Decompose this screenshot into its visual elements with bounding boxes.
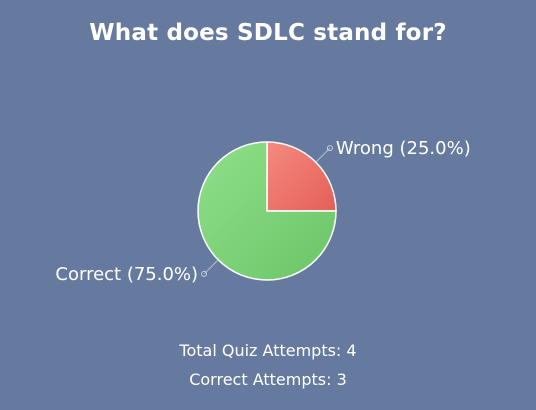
pie-slice-correct <box>197 141 337 281</box>
pie-connector-dot-wrong <box>326 145 333 152</box>
pie-connector-dot-correct <box>201 270 208 277</box>
pie-connector-correct <box>203 259 219 275</box>
correct-attempts-text: Correct Attempts: 3 <box>189 370 347 389</box>
pie-slices <box>197 141 337 281</box>
pie-labels: Wrong (25.0%) Correct (75.0%) <box>55 138 470 285</box>
pie-label-wrong: Wrong (25.0%) <box>336 138 471 159</box>
pie-connector-wrong <box>315 147 331 163</box>
pie-label-correct: Correct (75.0%) <box>55 264 198 285</box>
page-title: What does SDLC stand for? <box>89 20 447 46</box>
total-attempts-text: Total Quiz Attempts: 4 <box>179 341 357 360</box>
